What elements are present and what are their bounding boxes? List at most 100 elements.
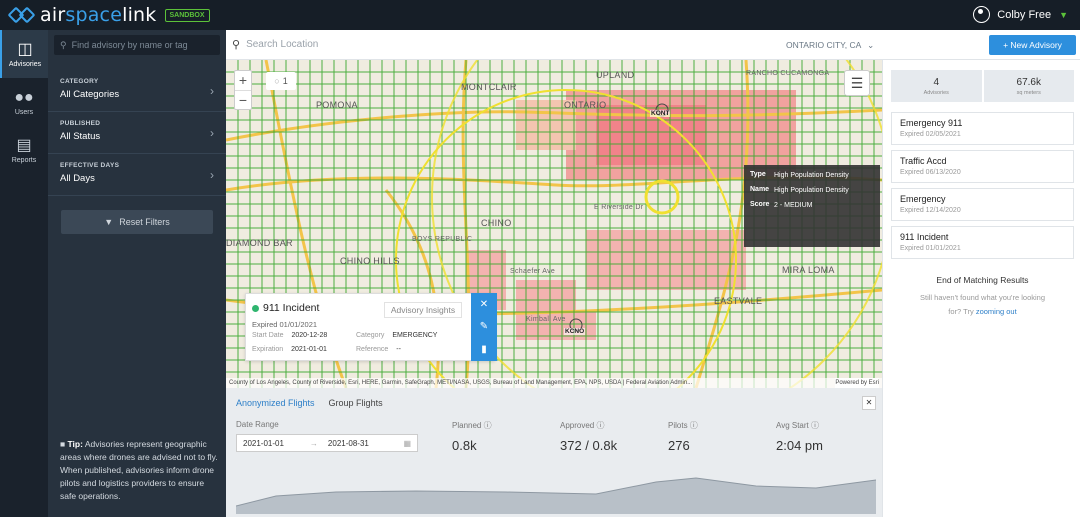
flight-tabs: Anonymized Flights Group Flights [236,398,397,408]
advisory-popup: 911 Incident Expired 01/01/2021 Advisory… [245,293,495,361]
info-icon: ⓘ [596,421,605,430]
advisory-insights-button[interactable]: Advisory Insights [384,302,462,318]
grid-horizontal [226,71,882,373]
advisory-search-input[interactable]: ⚲ Find advisory by name or tag [54,35,220,55]
advisory-name: Emergency 911 [900,118,963,128]
map-header: ⚲ Search Location ONTARIO CITY, CA ⌄ + N… [226,30,1080,60]
stat-number: 67.6k [1016,76,1041,88]
results-panel: 4 Advisories 67.6k sq meters Emergency 9… [882,60,1080,517]
tooltip-row: Type High Population Density [750,171,874,181]
stat-area: 67.6k sq meters [983,70,1074,102]
search-icon: ⚲ [232,39,241,51]
layers-button[interactable]: ☰ [844,70,870,96]
user-menu[interactable]: Colby Free ▼ [973,6,1068,23]
map-label: MIRA LOMA [782,265,835,275]
filter-icon: ▼ [104,217,114,227]
filter-published[interactable]: PUBLISHED All Status › [48,112,226,154]
map-label: POMONA [316,100,358,110]
reports-icon: ▤ [16,136,32,154]
end-of-results-hint: Still haven't found what you're looking … [891,291,1074,319]
nav-label: Advisories [8,60,42,68]
advisory-card[interactable]: 911 Incident Expired 01/01/2021 [891,226,1074,259]
map-label: UPLAND [596,70,635,80]
zoom-out-button[interactable]: − [238,92,248,108]
airport-label: KONT [650,110,671,117]
advisory-card[interactable]: Traffic Accd Expired 06/13/2020 [891,150,1074,183]
stat-label: sq meters [1016,89,1041,96]
popup-exp-label: Expiration [252,346,284,353]
advisory-expired: Expired 02/05/2021 [900,131,961,138]
cluster-icon: ○ [274,76,280,86]
info-icon: ⓘ [483,421,492,430]
close-panel-button[interactable]: ✕ [862,396,876,410]
popup-start-value: 2020-12-28 [291,332,328,339]
new-advisory-button[interactable]: + New Advisory [989,35,1076,55]
tab-group-flights[interactable]: Group Flights [328,398,383,408]
zoom-in-button[interactable]: + [235,71,251,91]
search-icon: ⚲ [60,39,67,50]
tab-anonymized-flights[interactable]: Anonymized Flights [236,398,315,408]
tip-box: ■ Tip: Advisories represent geographic a… [60,438,218,503]
zoom-out-link[interactable]: zooming out [975,307,1017,316]
reset-filters-button[interactable]: ▼ Reset Filters [61,210,213,234]
map-label: EASTVALE [714,296,763,306]
popup-start-row: Start Date 2020-12-28 [252,332,327,339]
left-nav: ◫ Advisories ●● Users ▤ Reports [0,30,48,517]
metric-label-text: Approved [560,421,595,430]
close-icon[interactable]: ✕ [479,298,489,310]
popup-expired: Expired 01/01/2021 [252,320,318,329]
advisory-circle [395,89,737,388]
date-from: 2021-01-01 [243,438,284,448]
info-icon: ⓘ [689,421,698,430]
edit-icon[interactable]: ✎ [479,321,489,333]
tooltip-key: Type [750,171,766,178]
users-icon: ●● [14,88,34,106]
city-selector[interactable]: ONTARIO CITY, CA ⌄ [786,40,874,51]
filter-value: All Days [60,173,95,184]
date-range-picker[interactable]: 2021-01-01 → 2021-08-31 ▦ [236,434,418,452]
advisory-circle [431,60,882,388]
nav-label: Reports [11,156,37,164]
logo-mark-icon [7,6,36,24]
attribution-right[interactable]: Powered by Esri [835,378,879,388]
popup-actions: ✕ ✎ ▮ [471,293,497,361]
nav-item-reports[interactable]: ▤ Reports [0,126,48,174]
location-search-input[interactable]: ⚲ Search Location [232,38,318,51]
advisory-card[interactable]: Emergency Expired 12/14/2020 [891,188,1074,221]
popup-start-label: Start Date [252,332,284,339]
advisories-icon: ◫ [17,40,33,58]
filter-category[interactable]: CATEGORY All Categories › [48,70,226,112]
cluster-count-value: 1 [282,76,288,86]
chevron-down-icon: ▼ [1059,9,1068,20]
nav-item-users[interactable]: ●● Users [0,78,48,126]
map-canvas [226,60,882,388]
advisory-search-placeholder: Find advisory by name or tag [71,40,188,50]
sandbox-badge: SANDBOX [164,8,210,22]
stat-number: 4 [933,76,940,88]
map-label: DIAMOND BAR [226,238,293,248]
calendar-icon: ▦ [403,438,411,448]
advisory-name: 911 Incident [900,232,949,242]
airport-label: KCNO [564,328,586,335]
airspacelink-logo[interactable]: airspacelink SANDBOX [7,4,210,26]
popup-exp-value: 2021-01-01 [291,346,327,353]
trash-icon[interactable]: ▮ [481,344,487,356]
map-label: CHINO [481,218,512,228]
zone-tooltip: Type High Population Density Name High P… [744,165,880,247]
map-label: ONTARIO [564,100,607,110]
date-to: 2021-08-31 [327,438,369,448]
filter-effective-days[interactable]: EFFECTIVE DAYS All Days › [48,154,226,196]
tooltip-row: Name High Population Density [750,186,874,196]
tip-title: Tip: [67,439,83,449]
filter-label: EFFECTIVE DAYS [60,162,120,169]
map-label: Schaefer Ave [510,268,556,275]
nav-item-advisories[interactable]: ◫ Advisories [0,30,48,78]
advisory-name: Traffic Accd [900,156,947,166]
advisory-expired: Expired 01/01/2021 [900,245,961,252]
advisory-card[interactable]: Emergency 911 Expired 02/05/2021 [891,112,1074,145]
cluster-count[interactable]: ○ 1 [266,72,296,90]
stat-advisories: 4 Advisories [891,70,982,102]
advisory-circle [644,179,680,215]
stats-bar: 4 Advisories 67.6k sq meters [891,70,1074,102]
map-label: RANCHO CUCAMONGA [746,70,830,77]
